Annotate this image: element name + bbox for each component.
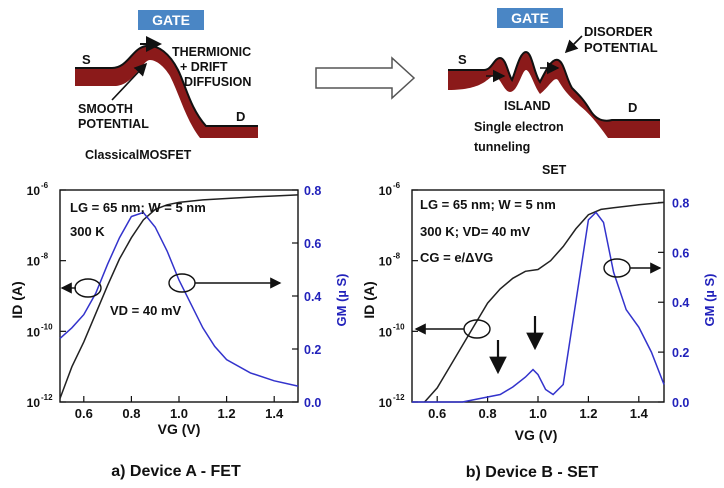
y-right-tick-label: 0.4 bbox=[304, 290, 321, 304]
island-label: ISLAND bbox=[504, 99, 551, 113]
gm-curve bbox=[59, 211, 299, 387]
potential-curve-right bbox=[448, 50, 660, 122]
plot-b-annotation-1: LG = 65 nm; W = 5 nm bbox=[420, 197, 556, 212]
gate-box-left bbox=[138, 10, 204, 30]
tunneling-label: tunneling bbox=[474, 140, 530, 154]
potential-electrodes-left bbox=[75, 45, 258, 138]
x-tick-label: 0.6 bbox=[75, 406, 93, 421]
plot-b-annotation-2: 300 K; VD= 40 mV bbox=[420, 224, 531, 239]
diffusion-label: DIFFUSION bbox=[184, 75, 251, 89]
y-left-tick-exponent: -12 bbox=[393, 393, 405, 402]
single-electron-label: Single electron bbox=[474, 120, 564, 134]
x-tick-label: 1.4 bbox=[630, 406, 649, 421]
y-left-tick-exponent: -8 bbox=[41, 252, 49, 261]
x-tick-label: 0.8 bbox=[122, 406, 140, 421]
x-tick-label: 1.0 bbox=[529, 406, 547, 421]
gate-box-right bbox=[497, 8, 563, 28]
y-right-tick-label: 0.2 bbox=[672, 346, 689, 360]
mosfet-diagram: GATE S D THERMIONIC + DRIFT DIFFUSION SM… bbox=[75, 10, 258, 162]
y-right-tick-label: 0.2 bbox=[304, 343, 321, 357]
drift-label: + DRIFT bbox=[180, 60, 228, 74]
y-right-tick-label: 0.6 bbox=[304, 237, 321, 251]
y-left-tick-label: 10 bbox=[27, 325, 41, 339]
set-caption: SET bbox=[542, 163, 567, 177]
plot-a-annotation-2: 300 K bbox=[70, 224, 105, 239]
plot-a-caption: a) Device A - FET bbox=[111, 463, 241, 480]
y-left-tick-exponent: -6 bbox=[41, 181, 49, 190]
potential-curve-left bbox=[75, 44, 258, 127]
disorder-potential-label: POTENTIAL bbox=[584, 40, 658, 55]
smooth-label: SMOOTH bbox=[78, 102, 133, 116]
id-curve bbox=[424, 201, 665, 403]
y-left-tick-label: 10 bbox=[27, 255, 41, 269]
plot-b-ylabel-left: ID (A) bbox=[361, 281, 377, 318]
plot-a-ylabel-left: ID (A) bbox=[9, 281, 25, 318]
x-tick-label: 1.2 bbox=[579, 406, 597, 421]
x-tick-label: 1.2 bbox=[218, 406, 236, 421]
plot-b-frame bbox=[411, 189, 665, 403]
y-left-tick-label: 10 bbox=[27, 396, 41, 410]
id-curve bbox=[59, 194, 299, 399]
y-right-tick-label: 0.0 bbox=[672, 396, 689, 410]
disorder-arrow bbox=[564, 35, 583, 54]
y-left-tick-label: 10 bbox=[379, 396, 393, 410]
y-left-tick-label: 10 bbox=[379, 184, 393, 198]
plot-a-annotation-1: LG = 65 nm; W = 5 nm bbox=[70, 200, 206, 215]
y-right-tick-label: 0.8 bbox=[672, 196, 689, 210]
set-diagram: GATE S D DISORDER POTENTIAL ISLAND Singl… bbox=[448, 8, 660, 177]
plot-a-ylabel-right: GM (µ S) bbox=[334, 274, 349, 327]
x-tick-label: 0.8 bbox=[479, 406, 497, 421]
plot-b-annotation-3: CG = e/ΔVG bbox=[420, 250, 493, 265]
y-right-tick-label: 0.6 bbox=[672, 246, 689, 260]
y-right-tick-label: 0.4 bbox=[672, 296, 689, 310]
source-label-right: S bbox=[458, 52, 467, 67]
y-left-tick-exponent: -6 bbox=[393, 181, 401, 190]
y-left-tick-label: 10 bbox=[379, 325, 393, 339]
gm-curve bbox=[412, 211, 665, 403]
smooth-arrow bbox=[111, 62, 148, 101]
plot-b-id-marker-ellipse bbox=[463, 319, 491, 339]
drain-label-right: D bbox=[628, 100, 637, 115]
x-tick-label: 0.6 bbox=[428, 406, 446, 421]
transition-arrow-icon bbox=[315, 56, 416, 100]
y-right-tick-label: 0.0 bbox=[304, 396, 321, 410]
y-right-tick-label: 0.8 bbox=[304, 184, 321, 198]
potential-label: POTENTIAL bbox=[78, 117, 149, 131]
classical-mosfet-caption: ClassicalMOSFET bbox=[85, 148, 192, 162]
thermionic-label: THERMIONIC bbox=[172, 45, 251, 59]
y-left-tick-label: 10 bbox=[27, 184, 41, 198]
x-tick-label: 1.0 bbox=[170, 406, 188, 421]
plot-b-ylabel-right: GM (µ S) bbox=[702, 274, 717, 327]
source-label-left: S bbox=[82, 52, 91, 67]
x-tick-label: 1.4 bbox=[265, 406, 284, 421]
y-left-tick-label: 10 bbox=[379, 255, 393, 269]
y-left-tick-exponent: -10 bbox=[393, 322, 405, 331]
y-left-tick-exponent: -12 bbox=[41, 393, 53, 402]
y-left-tick-exponent: -10 bbox=[41, 322, 53, 331]
gate-label-left: GATE bbox=[152, 12, 190, 28]
gate-label-right: GATE bbox=[511, 10, 549, 26]
plot-a-xlabel: VG (V) bbox=[158, 421, 201, 437]
plot-b-caption: b) Device B - SET bbox=[466, 464, 599, 481]
plot-b-gm-marker-ellipse bbox=[603, 258, 631, 278]
plot-a-gm-marker-ellipse bbox=[168, 273, 196, 293]
y-left-tick-exponent: -8 bbox=[393, 252, 401, 261]
disorder-label: DISORDER bbox=[584, 24, 653, 39]
plot-a-annotation-3: VD = 40 mV bbox=[110, 303, 182, 318]
plot-b-xlabel: VG (V) bbox=[515, 427, 558, 443]
drain-label-left: D bbox=[236, 109, 245, 124]
